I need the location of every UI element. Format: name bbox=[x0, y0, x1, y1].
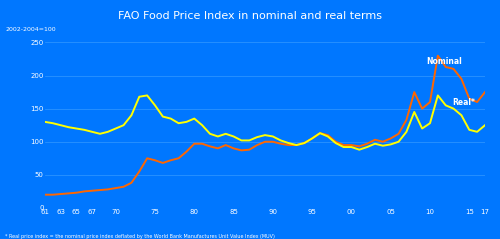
Text: * Real price index = the nominal price index deflated by the World Bank Manufact: * Real price index = the nominal price i… bbox=[5, 234, 275, 239]
Text: FAO Food Price Index in nominal and real terms: FAO Food Price Index in nominal and real… bbox=[118, 11, 382, 21]
Text: 2002-2004=100: 2002-2004=100 bbox=[6, 27, 56, 33]
Text: Real*: Real* bbox=[452, 98, 475, 107]
Text: Nominal: Nominal bbox=[426, 57, 462, 66]
